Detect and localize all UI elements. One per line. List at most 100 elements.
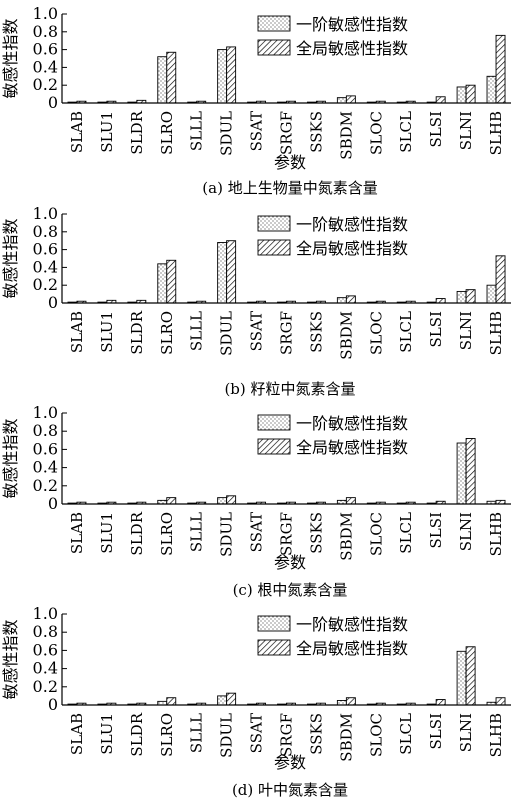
bar-global-slsi [435, 298, 446, 304]
legend-label-first-order: 一阶敏感性指数 [296, 215, 408, 234]
x-axis-label: 参数 [274, 753, 306, 772]
y-tick-label: 0.8 [33, 22, 58, 41]
bar-global-slni [465, 646, 476, 706]
panel-caption: (a) 地上生物量中氮素含量 [202, 179, 377, 197]
x-tick-label: SBDM [337, 111, 355, 160]
x-tick-label: SLRO [158, 111, 176, 155]
x-tick-label: SSAT [248, 713, 266, 753]
x-tick-label: SLRO [158, 713, 176, 757]
bar-first-order-slro [157, 56, 168, 104]
x-tick-label: SSKS [307, 111, 325, 153]
bar-first-order-slni [456, 86, 467, 104]
bar-first-order-sbdm [336, 297, 347, 304]
bar-global-slro [166, 259, 177, 304]
y-tick-label: 0 [48, 695, 58, 714]
x-tick-label: SRGF [278, 311, 296, 355]
y-tick-label: 0 [48, 93, 58, 112]
y-tick-label: 0.8 [33, 622, 58, 641]
bar-first-order-sdul [217, 242, 228, 304]
x-tick-label: SSAT [248, 512, 266, 552]
bar-global-slni [465, 84, 476, 104]
x-tick-label: SLSI [427, 512, 445, 549]
y-axis-label: 敏感性指数 [1, 218, 20, 298]
panel-caption: (d) 叶中氮素含量 [232, 781, 348, 799]
y-tick-label: 0 [48, 494, 58, 513]
chart-panel-2: 00.20.40.60.81.0 敏感性指数 SLAB SLU1 SLDR SLRO SLL… [1, 204, 511, 398]
bar-global-sdul [226, 240, 237, 304]
x-tick-label: SLOC [367, 111, 385, 155]
x-tick-label: SLCL [397, 311, 415, 353]
y-tick-label: 0.4 [33, 458, 58, 477]
x-tick-label: SLRO [158, 512, 176, 556]
x-tick-label: SSKS [307, 713, 325, 755]
legend-swatch-first-order [257, 414, 291, 431]
y-tick-label: 0.6 [33, 240, 58, 259]
x-axis-label: 参数 [274, 153, 306, 172]
y-tick-label: 0.4 [33, 57, 58, 76]
y-tick-label: 0.2 [33, 677, 58, 696]
y-tick-label: 0.2 [33, 75, 58, 94]
x-tick-label: SLAB [68, 111, 86, 153]
y-tick-label: 0.6 [33, 40, 58, 59]
y-tick-label: 0 [48, 293, 58, 312]
x-tick-label: SBDM [337, 311, 355, 360]
bar-global-slni [465, 438, 476, 505]
bar-first-order-slni [456, 650, 467, 706]
y-tick-label: 0.6 [33, 439, 58, 458]
panel-caption: (b) 籽粒中氮素含量 [224, 380, 355, 398]
x-tick-label: SLRO [158, 311, 176, 355]
bar-global-sbdm [345, 95, 356, 104]
x-tick-label: SLAB [68, 512, 86, 554]
x-axis-label: 参数 [274, 553, 306, 572]
legend-swatch-global [257, 39, 291, 56]
x-tick-label: SLDR [128, 511, 146, 555]
x-tick-label: SDUL [218, 111, 236, 156]
bar-global-slsi [435, 699, 446, 706]
x-tick-label: SSAT [248, 111, 266, 151]
y-tick-label: 1.0 [33, 4, 58, 23]
x-tick-label: SLOC [367, 512, 385, 556]
x-tick-label: SSKS [307, 311, 325, 353]
bar-first-order-slni [456, 442, 467, 505]
x-tick-label: SLHB [487, 111, 505, 155]
bar-first-order-sdul [217, 49, 228, 104]
y-axis-label: 敏感性指数 [1, 418, 20, 498]
x-tick-label: SDUL [218, 311, 236, 356]
bar-global-slro [166, 697, 177, 706]
x-tick-label: SLNI [457, 111, 475, 150]
x-tick-label: SLU1 [98, 111, 116, 153]
bar-global-sbdm [345, 295, 356, 304]
y-tick-label: 0.2 [33, 476, 58, 495]
x-tick-label: SBDM [337, 713, 355, 762]
x-tick-label: SLU1 [98, 713, 116, 755]
bar-global-sdul [226, 495, 237, 505]
legend-swatch-first-order [257, 215, 291, 232]
x-tick-label: SDUL [218, 713, 236, 758]
legend-label-global: 全局敏感性指数 [296, 639, 408, 658]
bar-first-order-sbdm [336, 97, 347, 104]
bar-global-slni [465, 289, 476, 304]
x-tick-label: SLNI [457, 311, 475, 350]
bar-first-order-slni [456, 290, 467, 304]
legend-label-first-order: 一阶敏感性指数 [296, 615, 408, 634]
x-tick-label: SLSI [427, 713, 445, 750]
x-tick-label: SRGF [278, 713, 296, 757]
bar-global-slro [166, 497, 177, 505]
x-tick-label: SLLL [188, 111, 206, 151]
legend-swatch-global [257, 239, 291, 256]
legend-label-global: 全局敏感性指数 [296, 239, 408, 258]
x-tick-label: SLU1 [98, 311, 116, 353]
x-tick-label: SLHB [487, 713, 505, 757]
x-tick-label: SLSI [427, 111, 445, 148]
y-tick-label: 0.6 [33, 640, 58, 659]
x-tick-label: SLHB [487, 311, 505, 355]
x-tick-label: SLOC [367, 713, 385, 757]
x-tick-label: SLAB [68, 713, 86, 755]
chart-panel-1: 00.20.40.60.81.0 敏感性指数 SLAB SLU1 SLDR SLRO SLL… [1, 4, 511, 197]
x-tick-label: SLDR [128, 712, 146, 756]
chart-panel-3: 00.20.40.60.81.0 敏感性指数 SLAB SLU1 SLDR SLRO SLL… [1, 403, 511, 599]
y-tick-label: 0.4 [33, 257, 58, 276]
x-tick-label: SLCL [397, 512, 415, 554]
x-tick-label: SLCL [397, 713, 415, 755]
x-tick-label: SRGF [278, 111, 296, 155]
